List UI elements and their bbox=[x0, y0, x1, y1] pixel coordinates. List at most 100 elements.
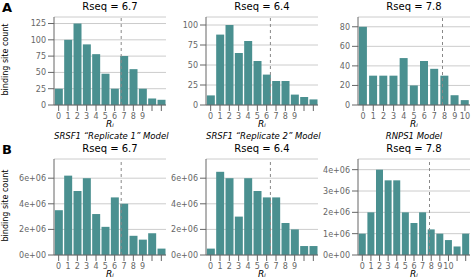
svg-text:25: 25 bbox=[36, 85, 46, 94]
svg-text:0: 0 bbox=[360, 262, 365, 269]
svg-text:20: 20 bbox=[340, 81, 350, 90]
svg-text:6e+06: 6e+06 bbox=[19, 174, 46, 183]
svg-text:6: 6 bbox=[112, 112, 117, 119]
svg-text:4: 4 bbox=[93, 112, 98, 119]
svg-text:8: 8 bbox=[283, 262, 288, 269]
svg-text:0e+00: 0e+00 bbox=[323, 251, 350, 260]
svg-text:10: 10 bbox=[443, 262, 453, 269]
svg-text:0: 0 bbox=[208, 112, 213, 119]
html-text:Rseq = 6.7: Rseq = 6.7 bbox=[82, 143, 138, 154]
svg-text:40: 40 bbox=[340, 62, 350, 71]
svg-text:6: 6 bbox=[264, 262, 269, 269]
svg-text:3: 3 bbox=[236, 262, 241, 269]
svg-text:4: 4 bbox=[245, 112, 250, 119]
svg-text:100: 100 bbox=[183, 21, 198, 30]
svg-text:9: 9 bbox=[292, 262, 297, 269]
svg-text:1e+06: 1e+06 bbox=[323, 230, 350, 239]
svg-text:5: 5 bbox=[403, 262, 408, 269]
svg-text:2: 2 bbox=[381, 112, 386, 119]
svg-text:8: 8 bbox=[131, 262, 136, 269]
svg-text:7: 7 bbox=[432, 112, 437, 119]
svg-text:2: 2 bbox=[227, 112, 232, 119]
svg-text:9: 9 bbox=[452, 112, 457, 119]
html-text:A: A bbox=[2, 0, 13, 15]
svg-text:7: 7 bbox=[121, 112, 126, 119]
svg-text:5: 5 bbox=[411, 112, 416, 119]
svg-text:6: 6 bbox=[411, 262, 416, 269]
svg-text:7: 7 bbox=[273, 112, 278, 119]
svg-text:3: 3 bbox=[84, 112, 89, 119]
svg-text:0: 0 bbox=[56, 262, 61, 269]
svg-text:4: 4 bbox=[93, 262, 98, 269]
svg-text:4: 4 bbox=[394, 262, 399, 269]
svg-text:5: 5 bbox=[255, 112, 260, 119]
html-text:SRSF1 “Replicate 1” Model: SRSF1 “Replicate 1” Model bbox=[54, 131, 169, 141]
svg-text:7: 7 bbox=[273, 262, 278, 269]
svg-text:0: 0 bbox=[56, 112, 61, 119]
svg-text:9: 9 bbox=[292, 112, 297, 119]
svg-text:8: 8 bbox=[429, 262, 434, 269]
svg-text:2: 2 bbox=[377, 262, 382, 269]
svg-text:8: 8 bbox=[131, 112, 136, 119]
svg-text:5: 5 bbox=[103, 262, 108, 269]
svg-text:3: 3 bbox=[386, 262, 391, 269]
svg-text:1: 1 bbox=[65, 262, 70, 269]
svg-text:0e+00: 0e+00 bbox=[171, 251, 198, 260]
svg-text:7: 7 bbox=[121, 262, 126, 269]
svg-text:1: 1 bbox=[371, 112, 376, 119]
svg-text:7: 7 bbox=[420, 262, 425, 269]
svg-text:9: 9 bbox=[437, 262, 442, 269]
svg-text:80: 80 bbox=[340, 23, 350, 32]
svg-text:50: 50 bbox=[188, 61, 198, 70]
svg-text:125: 125 bbox=[31, 19, 46, 28]
svg-text:4: 4 bbox=[245, 262, 250, 269]
svg-text:3: 3 bbox=[236, 112, 241, 119]
svg-text:10: 10 bbox=[460, 112, 466, 119]
svg-text:60: 60 bbox=[340, 42, 350, 51]
svg-text:50: 50 bbox=[36, 68, 46, 77]
svg-text:0: 0 bbox=[361, 112, 366, 119]
svg-text:0: 0 bbox=[193, 101, 198, 110]
svg-text:2: 2 bbox=[75, 112, 80, 119]
svg-text:3e+06: 3e+06 bbox=[323, 187, 350, 196]
svg-text:1: 1 bbox=[65, 112, 70, 119]
svg-text:3: 3 bbox=[84, 262, 89, 269]
html-text:Rseq = 7.8: Rseq = 7.8 bbox=[386, 1, 442, 12]
svg-text:1: 1 bbox=[368, 262, 373, 269]
svg-text:2e+06: 2e+06 bbox=[19, 225, 46, 234]
svg-text:8: 8 bbox=[283, 112, 288, 119]
svg-text:75: 75 bbox=[188, 41, 198, 50]
svg-text:4e+06: 4e+06 bbox=[19, 200, 46, 209]
svg-text:6: 6 bbox=[264, 112, 269, 119]
svg-text:0: 0 bbox=[345, 101, 350, 110]
svg-text:2: 2 bbox=[75, 262, 80, 269]
svg-text:3: 3 bbox=[391, 112, 396, 119]
html-text:Rseq = 6.4: Rseq = 6.4 bbox=[234, 1, 290, 12]
svg-text:6: 6 bbox=[422, 112, 427, 119]
svg-text:2e+06: 2e+06 bbox=[171, 225, 198, 234]
svg-text:4e+06: 4e+06 bbox=[171, 200, 198, 209]
html-text:binding site count: binding site count bbox=[1, 23, 11, 95]
svg-text:9: 9 bbox=[140, 112, 145, 119]
svg-text:0e+00: 0e+00 bbox=[19, 251, 46, 260]
svg-text:6: 6 bbox=[112, 262, 117, 269]
svg-text:9: 9 bbox=[140, 262, 145, 269]
html-text:Rseq = 6.7: Rseq = 6.7 bbox=[82, 1, 138, 12]
svg-text:4: 4 bbox=[401, 112, 406, 119]
svg-text:5: 5 bbox=[103, 112, 108, 119]
svg-text:100: 100 bbox=[31, 36, 46, 45]
svg-text:1: 1 bbox=[217, 262, 222, 269]
html-text:Rseq = 6.4: Rseq = 6.4 bbox=[234, 143, 290, 154]
svg-text:8: 8 bbox=[442, 112, 447, 119]
svg-text:0: 0 bbox=[41, 101, 46, 110]
svg-text:5: 5 bbox=[255, 262, 260, 269]
svg-text:25: 25 bbox=[188, 81, 198, 90]
html-text:Rseq = 7.8: Rseq = 7.8 bbox=[386, 143, 442, 154]
svg-text:2e+06: 2e+06 bbox=[323, 208, 350, 217]
svg-text:75: 75 bbox=[36, 52, 46, 61]
svg-text:6e+06: 6e+06 bbox=[171, 174, 198, 183]
svg-text:4e+06: 4e+06 bbox=[323, 166, 350, 175]
svg-text:1: 1 bbox=[217, 112, 222, 119]
svg-text:2: 2 bbox=[227, 262, 232, 269]
svg-text:0: 0 bbox=[208, 262, 213, 269]
